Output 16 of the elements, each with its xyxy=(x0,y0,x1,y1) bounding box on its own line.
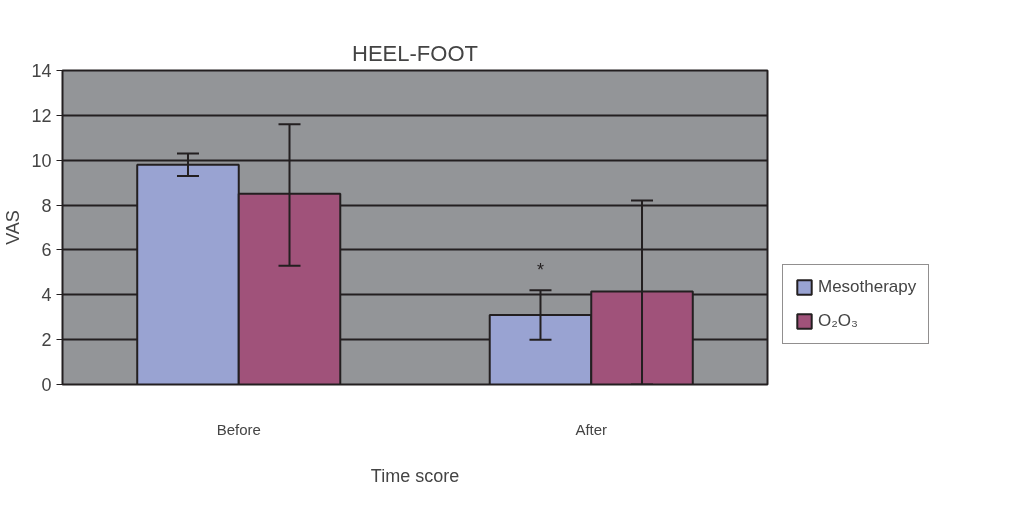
y-tick-label: 14 xyxy=(31,61,52,81)
y-tick-label: 6 xyxy=(41,240,52,261)
x-axis-title: Time score xyxy=(370,465,460,486)
y-tick-label: 2 xyxy=(41,330,52,351)
y-tick-label: 8 xyxy=(41,195,52,216)
y-tick-label: 12 xyxy=(31,105,52,126)
y-tick-label: 10 xyxy=(31,150,52,171)
y-axis-title: VAS xyxy=(3,210,24,245)
y-tick-label: 0 xyxy=(41,375,52,395)
legend-label: O₂O₃ xyxy=(818,311,858,331)
x-tick-label: After xyxy=(575,420,608,438)
chart-title: HEEL-FOOT xyxy=(352,40,478,66)
legend-label: Mesotherapy xyxy=(818,277,917,297)
x-tick-label: Before xyxy=(216,420,261,438)
y-tick-label: 4 xyxy=(41,285,52,306)
annotation: * xyxy=(536,260,544,281)
